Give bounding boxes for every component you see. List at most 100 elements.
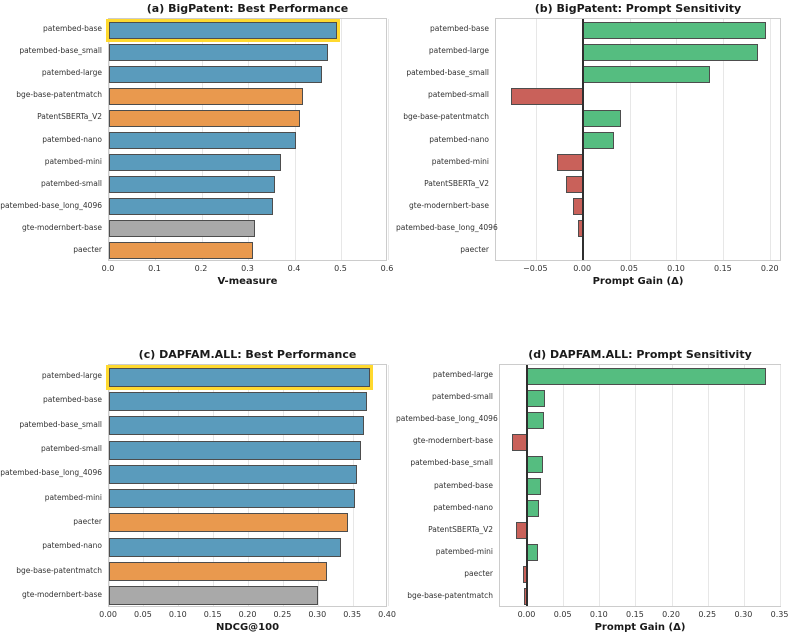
x-tick-label: 0.00 bbox=[517, 610, 536, 619]
y-tick-label: gte-modernbert-base bbox=[22, 222, 102, 232]
grid-line bbox=[535, 19, 537, 260]
bar-patembed-small bbox=[527, 390, 545, 407]
bar-patembed-mini bbox=[109, 154, 282, 171]
chart-title-b: (b) BigPatent: Prompt Sensitivity bbox=[534, 2, 742, 15]
y-tick-label: PatentSBERTa_V2 bbox=[37, 112, 102, 122]
y-tick-label: patembed-nano bbox=[42, 134, 102, 144]
grid-line bbox=[282, 365, 284, 606]
bar-gte-modernbert-base bbox=[511, 434, 528, 451]
bar-patembed-base bbox=[583, 22, 767, 39]
x-tick-label: 0.35 bbox=[343, 610, 362, 619]
y-tick-label: patembed-base_small bbox=[19, 419, 102, 429]
x-tick-label: 0.35 bbox=[770, 610, 789, 619]
y-tick-label: patembed-small bbox=[431, 392, 493, 402]
y-tick-label: patembed-nano bbox=[429, 134, 489, 144]
bar-PatentSBERTa_V2 bbox=[109, 110, 300, 127]
x-tick-label: 0.20 bbox=[238, 610, 257, 619]
x-axis-label-a: V-measure bbox=[217, 276, 278, 287]
x-tick-label: 0.0 bbox=[101, 264, 115, 273]
x-tick-label: 0.20 bbox=[662, 610, 680, 619]
bar-paecter bbox=[109, 242, 253, 259]
x-tick-label: 0.25 bbox=[273, 610, 292, 619]
grid-line bbox=[178, 365, 180, 606]
y-tick-label: patembed-base_long_4096 bbox=[396, 222, 498, 232]
grid-line bbox=[352, 365, 354, 606]
x-tick-label: 0.30 bbox=[734, 610, 753, 619]
y-tick-label: patembed-base bbox=[430, 24, 489, 34]
grid-line bbox=[248, 365, 249, 606]
y-tick-label: PatentSBERTa_V2 bbox=[428, 524, 493, 534]
x-axis-label-c: NDCG@100 bbox=[215, 622, 280, 633]
bar-bge-base-patentmatch bbox=[583, 110, 621, 127]
chart-title-a: (a) BigPatent: Best Performance bbox=[146, 2, 349, 15]
grid-line bbox=[635, 365, 637, 606]
x-tick-label: 0.00 bbox=[573, 264, 592, 273]
chart-title-d: (d) DAPFAM.ALL: Prompt Sensitivity bbox=[528, 348, 752, 361]
x-tick-label: 0.1 bbox=[148, 264, 161, 273]
chart-panel-a: (a) BigPatent: Best Performance V-measur… bbox=[0, 0, 396, 300]
y-tick-label: patembed-nano bbox=[433, 502, 493, 512]
y-tick-label: patembed-mini bbox=[431, 156, 489, 166]
plot-area-b bbox=[495, 18, 781, 261]
y-tick-label: bge-base-patentmatch bbox=[16, 90, 102, 100]
bar-bge-base-patentmatch bbox=[109, 562, 328, 581]
x-tick-label: 0.5 bbox=[334, 264, 347, 273]
y-tick-label: patembed-base_small bbox=[19, 46, 102, 56]
x-axis-label-d: Prompt Gain (Δ) bbox=[594, 622, 686, 633]
y-tick-label: patembed-nano bbox=[42, 541, 102, 551]
chart-panel-d: (d) DAPFAM.ALL: Prompt Sensitivity Promp… bbox=[396, 345, 793, 640]
x-tick-label: 0.4 bbox=[287, 264, 301, 273]
zero-line bbox=[582, 19, 585, 260]
plot-area-a bbox=[108, 18, 389, 261]
bar-patembed-large bbox=[583, 44, 758, 61]
bar-patembed-mini bbox=[527, 544, 539, 561]
chart-panel-c: (c) DAPFAM.ALL: Best Performance NDCG@10… bbox=[0, 345, 396, 640]
bar-patembed-base_small bbox=[109, 416, 364, 435]
y-tick-label: bge-base-patentmatch bbox=[16, 565, 102, 575]
y-tick-label: gte-modernbert-base bbox=[413, 436, 493, 446]
bar-gte-modernbert-base bbox=[109, 220, 256, 237]
grid-line bbox=[676, 19, 678, 260]
grid-line bbox=[770, 19, 772, 260]
y-tick-label: patembed-mini bbox=[435, 546, 493, 556]
bar-patembed-base bbox=[527, 478, 542, 495]
y-tick-label: patembed-small bbox=[40, 178, 102, 188]
grid-line bbox=[317, 365, 319, 606]
y-tick-label: patembed-base bbox=[434, 480, 493, 490]
y-tick-label: patembed-base_long_4096 bbox=[0, 468, 102, 478]
grid-line bbox=[723, 19, 725, 260]
x-tick-label: 0.15 bbox=[713, 264, 732, 273]
bar-patembed-base_long_4096 bbox=[109, 465, 358, 484]
x-axis-label-b: Prompt Gain (Δ) bbox=[592, 276, 684, 287]
x-tick-label: 0.15 bbox=[203, 610, 222, 619]
y-tick-label: patembed-base_long_4096 bbox=[396, 414, 498, 424]
y-tick-label: patembed-base bbox=[43, 395, 102, 405]
bar-patembed-small bbox=[511, 88, 584, 105]
y-tick-label: paecter bbox=[464, 568, 493, 578]
y-tick-label: gte-modernbert-base bbox=[409, 200, 489, 210]
bar-patembed-mini bbox=[556, 154, 584, 171]
grid-line bbox=[707, 365, 709, 606]
x-tick-label: 0.10 bbox=[589, 610, 608, 619]
x-tick-label: 0.05 bbox=[133, 610, 152, 619]
grid-line bbox=[387, 19, 389, 260]
x-tick-label: 0.25 bbox=[698, 610, 717, 619]
grid-line bbox=[341, 19, 342, 260]
plot-area-d bbox=[499, 364, 782, 607]
y-tick-label: patembed-base_small bbox=[410, 458, 493, 468]
grid-line bbox=[743, 365, 745, 606]
grid-line bbox=[108, 365, 110, 606]
y-tick-label: PatentSBERTa_V2 bbox=[424, 178, 489, 188]
bar-patembed-nano bbox=[527, 500, 540, 517]
y-tick-label: bge-base-patentmatch bbox=[407, 590, 493, 600]
bar-paecter bbox=[109, 513, 348, 532]
zero-line bbox=[526, 365, 529, 606]
y-tick-label: patembed-large bbox=[41, 371, 102, 381]
chart-title-c: (c) DAPFAM.ALL: Best Performance bbox=[138, 348, 357, 361]
x-tick-label: 0.30 bbox=[308, 610, 327, 619]
x-tick-label: 0.6 bbox=[380, 264, 394, 273]
x-tick-label: 0.3 bbox=[241, 264, 254, 273]
bar-patembed-base_long_4096 bbox=[109, 198, 273, 215]
bar-bge-base-patentmatch bbox=[109, 88, 304, 105]
x-tick-label: 0.10 bbox=[168, 610, 187, 619]
